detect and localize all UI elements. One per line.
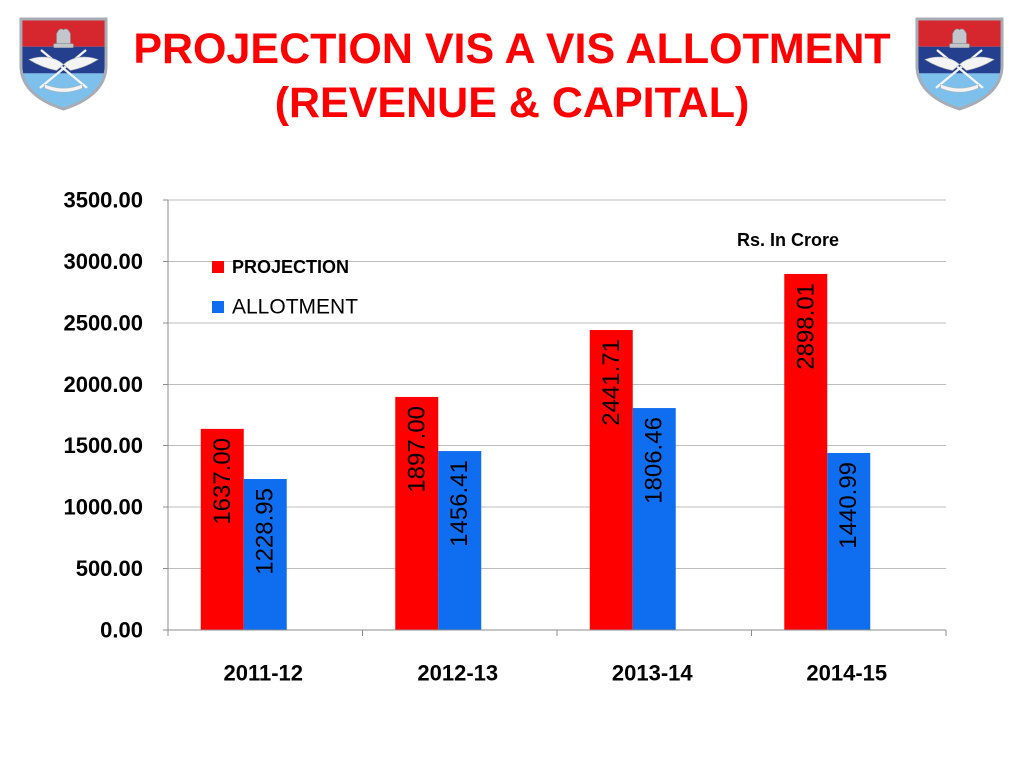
y-axis: 0.00 500.00 1000.00 1500.00 2000.00 2500.00 30…	[63, 188, 169, 643]
emblem-shield-border	[915, 17, 1004, 111]
emblem-lion-heads	[952, 28, 967, 44]
data-label-allotment-2014-15: 1440.99	[835, 462, 862, 549]
right-army-emblem-icon	[915, 17, 1004, 111]
emblem-right-wing	[63, 56, 99, 71]
y-tick-label: 1000.00	[63, 495, 143, 520]
data-label-projection-2012-13: 1897.00	[403, 406, 430, 493]
y-tick-label: 500.00	[76, 556, 143, 581]
emblem-lion-capital	[53, 28, 74, 48]
x-axis: 2011-12 2012-13 2013-14 2014-15	[167, 629, 947, 686]
slide-title-line-1: PROJECTION VIS A VIS ALLOTMENT	[133, 25, 891, 73]
emblem-crossed-swords	[39, 49, 88, 89]
emblem-crossed-swords	[935, 49, 984, 89]
y-tick-label: 1500.00	[63, 433, 143, 458]
slide-title: PROJECTION VIS A VIS ALLOTMENT (REVENUE …	[0, 22, 1024, 130]
x-tick-label: 2013-14	[612, 661, 694, 686]
data-label-allotment-2013-14: 1806.46	[641, 417, 668, 504]
emblem-scroll	[44, 83, 83, 93]
legend-swatch-allotment	[212, 301, 224, 313]
emblem-lion-heads	[56, 28, 71, 44]
bar-projection-2014-15	[784, 273, 828, 630]
emblem-lion-capital	[949, 28, 970, 48]
emblem-capital-base	[949, 43, 970, 48]
legend: PROJECTION ALLOTMENT	[212, 257, 358, 319]
emblem-left-wing	[924, 56, 960, 71]
emblem-right-wing	[959, 56, 995, 71]
data-label-projection-2013-14: 2441.71	[598, 339, 625, 426]
emblem-sword	[936, 49, 984, 89]
left-army-emblem-icon	[19, 17, 108, 111]
bar-projection-2011-12	[200, 428, 244, 630]
bar-allotment-2012-13	[438, 451, 482, 630]
legend-label-projection: PROJECTION	[232, 257, 349, 277]
legend-swatch-projection	[212, 261, 224, 273]
y-tick-label: 3000.00	[63, 249, 143, 274]
y-tick-label: 0.00	[100, 618, 143, 643]
legend-label-allotment: ALLOTMENT	[232, 296, 358, 319]
y-tick-label: 3500.00	[63, 188, 143, 213]
bar-allotment-2013-14	[632, 408, 676, 630]
unit-annotation: Rs. In Crore	[737, 230, 839, 250]
data-label-allotment-2012-13: 1456.41	[446, 460, 473, 547]
y-tick-label: 2500.00	[63, 310, 143, 335]
x-tick-label: 2011-12	[223, 661, 303, 686]
slide-title-line-2: (REVENUE & CAPITAL)	[274, 79, 750, 127]
bars	[200, 273, 871, 630]
bar-projection-2012-13	[395, 396, 439, 630]
x-tick-label: 2012-13	[417, 661, 498, 686]
emblem-shield-border	[19, 17, 108, 111]
x-tick-label: 2014-15	[806, 661, 887, 686]
emblem-scroll	[940, 83, 979, 93]
data-label-projection-2014-15: 2898.01	[792, 283, 819, 370]
data-label-projection-2011-12: 1637.00	[209, 438, 236, 525]
bar-allotment-2011-12	[243, 479, 287, 630]
y-tick-label: 2000.00	[63, 372, 143, 397]
data-labels: 1637.00 1897.00 2441.71 2898.01 1228.95 1456.…	[209, 283, 862, 575]
data-label-allotment-2011-12: 1228.95	[252, 488, 279, 575]
bar-projection-2013-14	[589, 330, 633, 630]
bar-chart: 0.00 500.00 1000.00 1500.00 2000.00 2500.00 30…	[63, 188, 947, 686]
emblem-capital-base	[53, 43, 74, 48]
bar-allotment-2014-15	[827, 452, 871, 630]
emblem-bands	[916, 18, 1003, 110]
emblem-left-wing	[28, 56, 64, 71]
emblem-sword	[40, 49, 88, 89]
